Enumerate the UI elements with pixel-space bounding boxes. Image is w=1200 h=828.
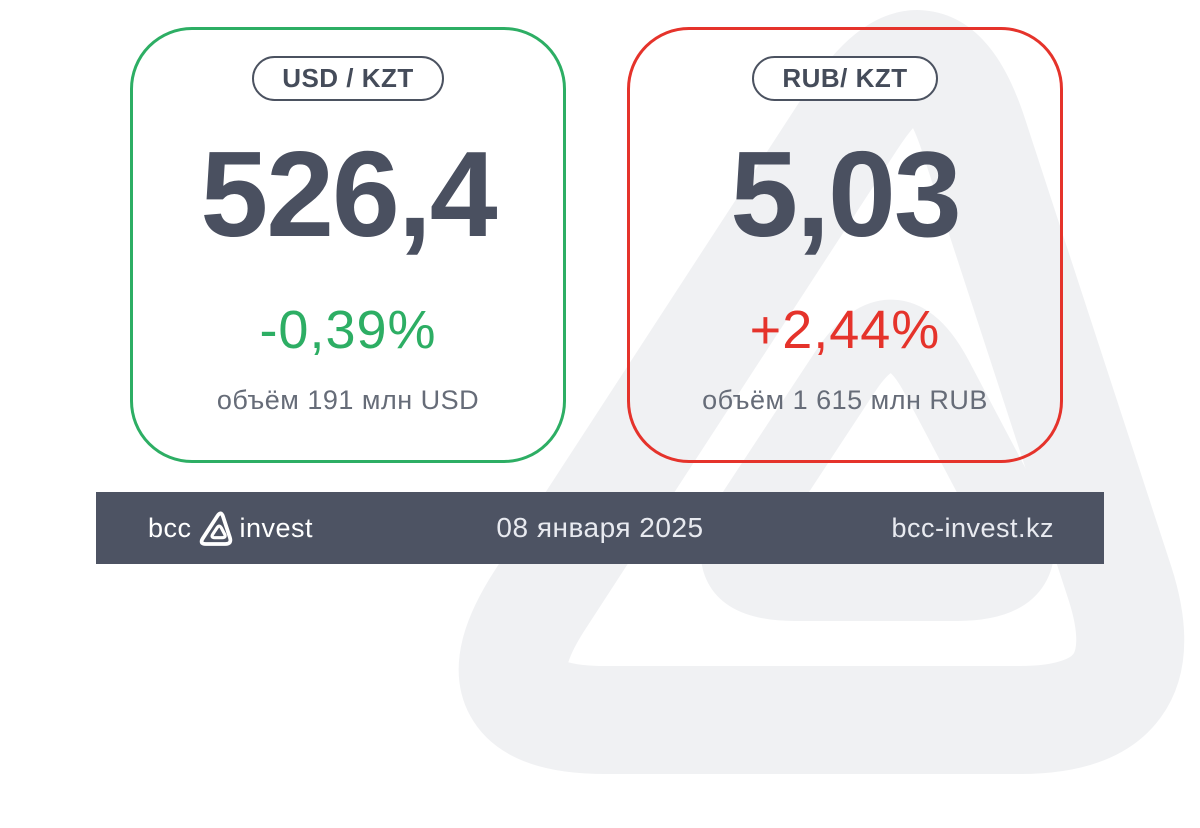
rub-rate-change: +2,44% — [749, 300, 941, 360]
brand-suffix: invest — [239, 512, 314, 543]
usd-rate-change: -0,39% — [259, 300, 437, 360]
date-label: 08 января 2025 — [496, 512, 704, 543]
bcc-triangle-logo-icon — [199, 511, 232, 546]
rub-kzt-pair-badge: RUB/ KZT — [752, 56, 938, 101]
website-label: bcc-invest.kz — [891, 512, 1054, 543]
rub-rate-value: 5,03 — [730, 126, 961, 262]
usd-rate-value: 526,4 — [200, 126, 497, 262]
brand-prefix: bcc — [148, 512, 192, 543]
rub-kzt-card: RUB/ KZT 5,03 +2,44% объём 1 615 млн RUB — [627, 27, 1063, 463]
pair-label: RUB/ KZT — [782, 63, 908, 93]
pair-label: USD / KZT — [282, 63, 414, 93]
rub-trade-volume: объём 1 615 млн RUB — [702, 385, 988, 415]
usd-kzt-card: USD / KZT 526,4 -0,39% объём 191 млн USD — [130, 27, 566, 463]
usd-trade-volume: объём 191 млн USD — [216, 385, 480, 415]
bcc-invest-logo: bcc invest — [148, 507, 313, 549]
usd-kzt-pair-badge: USD / KZT — [252, 56, 444, 101]
footer-bar: bcc invest 08 января 2025 bcc-invest.kz — [96, 492, 1104, 564]
